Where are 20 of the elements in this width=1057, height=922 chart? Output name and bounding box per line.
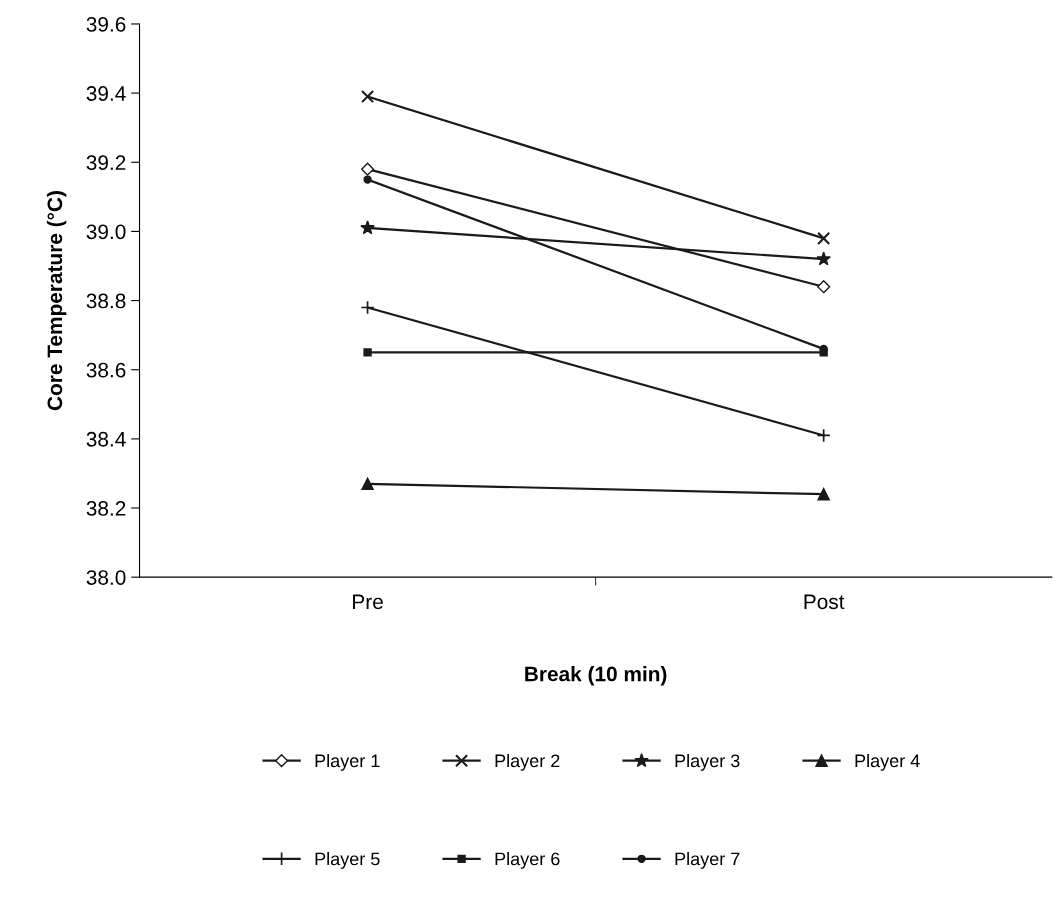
y-tick-label: 38.6: [86, 362, 126, 378]
x-tick-label: Post: [804, 594, 845, 610]
y-tick-label: 39.0: [86, 224, 126, 240]
legend-label: Player 3: [675, 753, 740, 771]
x-axis-title: Break (10 min): [525, 666, 667, 686]
y-tick-label: 38.8: [86, 293, 126, 309]
y-tick-label: 38.0: [86, 570, 126, 585]
legend-label: Player 1: [315, 753, 380, 771]
y-tick-label: 39.4: [86, 86, 126, 101]
y-tick-label: 38.4: [86, 431, 126, 447]
y-tick-label: 39.6: [86, 16, 126, 32]
legend-label: Player 4: [855, 753, 920, 771]
y-tick-label: 39.2: [86, 155, 126, 171]
y-tick-label: 38.2: [86, 501, 126, 516]
legend-label: Player 5: [315, 852, 380, 869]
legend-label: Player 2: [495, 753, 560, 771]
x-tick-label: Pre: [353, 594, 383, 610]
y-axis-title: Core Temperature (°C): [46, 191, 67, 411]
legend-label: Player 7: [675, 852, 740, 869]
legend-label: Player 6: [495, 852, 560, 869]
